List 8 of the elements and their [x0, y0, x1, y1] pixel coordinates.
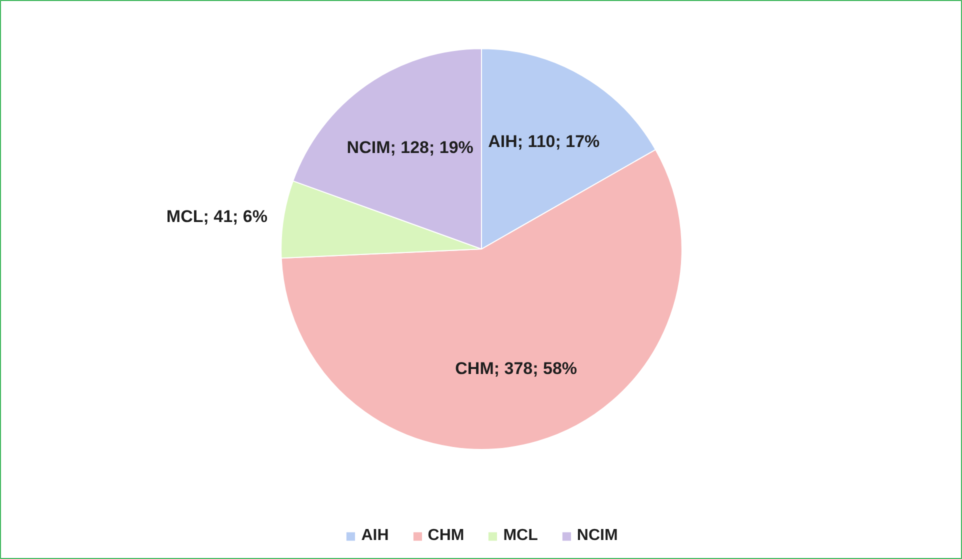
data-label: MCL; 41; 6% — [166, 207, 268, 226]
data-label: NCIM; 128; 19% — [346, 138, 474, 157]
legend-label: NCIM — [576, 527, 618, 545]
data-label: AIH; 110; 17% — [488, 132, 600, 152]
data-label: CHM; 378; 58% — [455, 358, 578, 378]
legend-label: CHM — [428, 527, 464, 545]
legend-label: MCL — [503, 527, 538, 545]
legend-label: AIH — [361, 527, 389, 545]
